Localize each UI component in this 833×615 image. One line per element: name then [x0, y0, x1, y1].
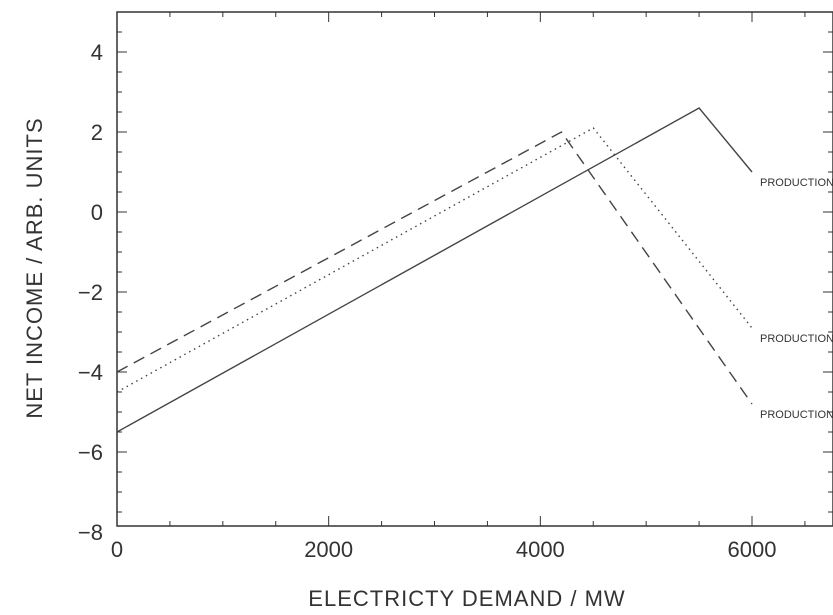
y-tick-label: −2 [78, 280, 103, 305]
x-tick-label: 0 [111, 537, 123, 562]
y-axis-ticks [117, 11, 833, 513]
series-line-dotted [116, 127, 753, 393]
series-label: PRODUCTION=4500 MW [760, 333, 833, 345]
y-axis-tick-labels: 4 2 0 −2 −4 −6 −8 [78, 40, 103, 545]
y-axis-title: NET INCOME / ARB. UNITS [22, 117, 47, 418]
plot-frame [116, 11, 833, 527]
y-tick-label: −6 [78, 440, 103, 465]
series-labels: PRODUCTION=5500 MW PRODUCTION=4500 MW PROD… [760, 177, 833, 421]
y-tick-label: 4 [91, 40, 103, 65]
x-tick-label: 4000 [516, 537, 565, 562]
y-tick-label: 2 [91, 120, 103, 145]
y-tick-label: −4 [78, 360, 103, 385]
x-axis-tick-labels: 02000400060008000 [111, 537, 777, 562]
x-tick-label: 2000 [304, 537, 353, 562]
y-tick-label: −8 [78, 520, 103, 545]
series-label: PRODUCTION=5500 MW [760, 177, 833, 189]
series-line-solid [116, 107, 753, 433]
x-tick-label: 6000 [728, 537, 777, 562]
series-label: PRODUCTION=4000 MW [760, 409, 833, 421]
x-axis-title: ELECTRICTY DEMAND / MW [308, 586, 625, 611]
x-axis-ticks [116, 12, 806, 526]
series-line-dashed [116, 131, 753, 405]
y-tick-label: 0 [91, 200, 103, 225]
series-lines [116, 107, 753, 433]
